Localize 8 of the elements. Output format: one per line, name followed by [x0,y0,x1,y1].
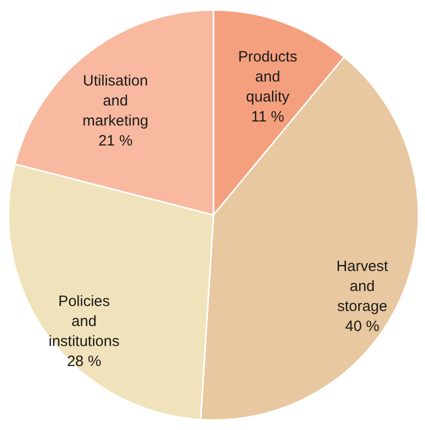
slice-label: Utilisation and marketing [82,72,148,130]
slice-label: Policies and institutions [48,293,120,350]
slice-label: Harvest and storage [336,258,389,315]
data-label: 40 % [345,318,380,335]
data-label: 11 % [251,108,284,126]
data-label: 21 % [98,132,133,150]
slice-label: Products and quality [238,48,298,106]
data-label: 28 % [66,353,102,370]
